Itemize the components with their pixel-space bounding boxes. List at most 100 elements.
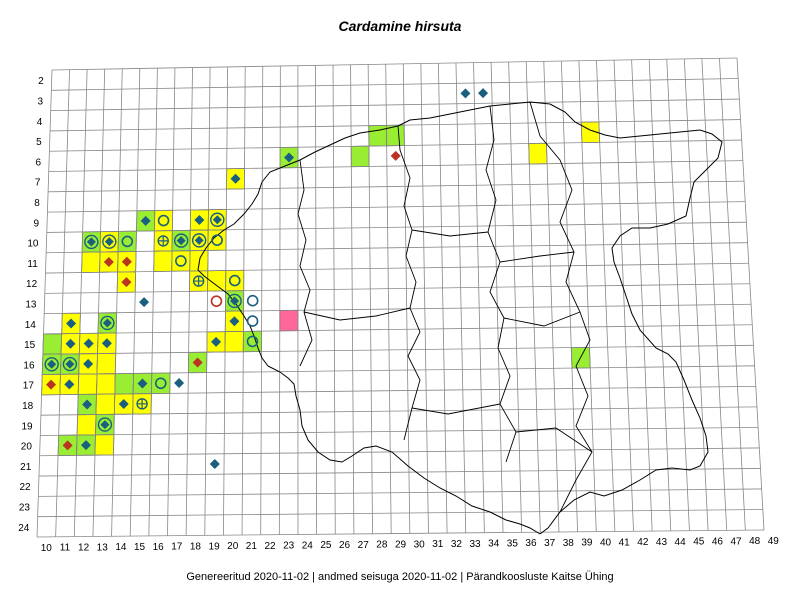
diamond-marker [46, 379, 57, 390]
marker-diamond [62, 440, 73, 451]
grid-line-vertical [701, 58, 728, 531]
grid-line-vertical [385, 64, 392, 534]
marker-diamond [121, 277, 132, 288]
occupied-cell [96, 373, 116, 395]
y-tick-label: 19 [21, 421, 33, 432]
y-tick-label: 20 [21, 442, 33, 453]
marker-crossed-circle [157, 235, 169, 247]
diamond-marker [65, 359, 75, 369]
country-outline [197, 101, 723, 535]
x-tick-label: 49 [768, 536, 780, 547]
x-tick-label: 36 [525, 538, 537, 549]
grid-line-vertical [666, 59, 690, 531]
occupied-cell [171, 250, 191, 272]
marker-diamond [83, 338, 94, 349]
occupied-cell [153, 250, 173, 272]
marker-circle [246, 315, 259, 327]
grid-line-vertical [315, 65, 318, 535]
diamond-marker [174, 378, 185, 389]
y-tick-label: 4 [37, 117, 43, 128]
occupied-cell [114, 373, 134, 395]
map-title: Cardamine hirsuta [338, 18, 462, 34]
x-tick-label: 37 [544, 538, 556, 549]
diamond-marker [230, 296, 240, 306]
x-tick-label: 21 [246, 541, 258, 552]
marker-crossed-diamond [97, 417, 113, 432]
occupied-cell [350, 145, 370, 168]
occupied-cell [189, 250, 209, 272]
grid-line-vertical [613, 60, 634, 532]
x-tick-label: 45 [693, 537, 705, 548]
diamond-marker [192, 357, 203, 368]
occupied-cell [117, 230, 137, 253]
occupied-cell [207, 229, 227, 251]
x-tick-label: 41 [619, 537, 631, 548]
grid-line-vertical [260, 66, 264, 535]
grid-line-vertical [402, 63, 411, 534]
y-tick-label: 7 [35, 178, 41, 189]
circle-marker [100, 315, 115, 331]
marker-circle [211, 234, 223, 246]
diamond-marker [194, 235, 204, 245]
circle-marker [228, 274, 241, 287]
diamond-marker [81, 440, 92, 451]
grid-line-horizontal [48, 180, 745, 193]
x-tick-label: 12 [78, 543, 90, 554]
marker-crossed-diamond [44, 357, 59, 372]
circle-marker [246, 315, 259, 327]
y-tick-label: 16 [23, 360, 35, 371]
grid-line-vertical [167, 67, 176, 536]
marker-diamond [284, 152, 295, 163]
grid-line-vertical [185, 67, 193, 536]
map-footer: Genereeritud 2020-11-02 | andmed seisuga… [186, 571, 614, 583]
y-tick-label: 24 [18, 523, 30, 534]
grid-line-vertical [92, 69, 106, 537]
x-tick-label: 31 [432, 539, 444, 550]
diamond-marker [229, 316, 240, 327]
circle-marker [211, 234, 223, 246]
grid-line-horizontal [43, 324, 753, 335]
grid-line-horizontal [48, 160, 743, 172]
x-tick-label: 14 [115, 542, 127, 553]
grid-line-vertical [560, 61, 578, 532]
y-tick-label: 13 [25, 300, 37, 311]
y-tick-label: 22 [20, 482, 32, 493]
grid-line-vertical [473, 62, 485, 533]
x-tick-label: 35 [507, 538, 519, 549]
marker-diamond [81, 440, 92, 451]
grid-line-horizontal [51, 57, 738, 71]
diamond-marker [102, 318, 112, 328]
occupied-cell [225, 269, 245, 292]
circle-marker [157, 214, 170, 227]
cross-marker [137, 398, 148, 409]
grid-line-vertical [596, 60, 616, 532]
grid-line-vertical [55, 69, 70, 537]
marker-circle [246, 335, 259, 348]
diamond-marker [82, 399, 93, 410]
diamond-marker [47, 359, 57, 369]
x-tick-label: 38 [563, 538, 575, 549]
grid-line-horizontal [44, 283, 750, 294]
marker-diamond [82, 399, 93, 410]
coastline-west [197, 181, 269, 367]
marker-circle [228, 274, 241, 287]
occupied-cell [368, 124, 388, 147]
grid-line-horizontal [47, 201, 746, 213]
diamond-marker [212, 215, 222, 225]
x-tick-label: 30 [414, 539, 426, 550]
grid-line-vertical [73, 69, 88, 537]
y-tick-label: 21 [20, 462, 32, 473]
grid-line-horizontal [50, 119, 741, 132]
occupied-cell [95, 393, 116, 415]
diamond-marker [64, 379, 75, 390]
marker-diamond [103, 256, 114, 267]
grid-line-vertical [36, 69, 53, 538]
marker-crossed-diamond [102, 234, 117, 249]
marker-circle [175, 255, 187, 267]
occupied-cell [528, 142, 548, 165]
observation-markers-layer [44, 88, 489, 470]
marker-diamond [121, 256, 132, 267]
cross-marker [193, 276, 204, 287]
diamond-marker [100, 420, 110, 430]
